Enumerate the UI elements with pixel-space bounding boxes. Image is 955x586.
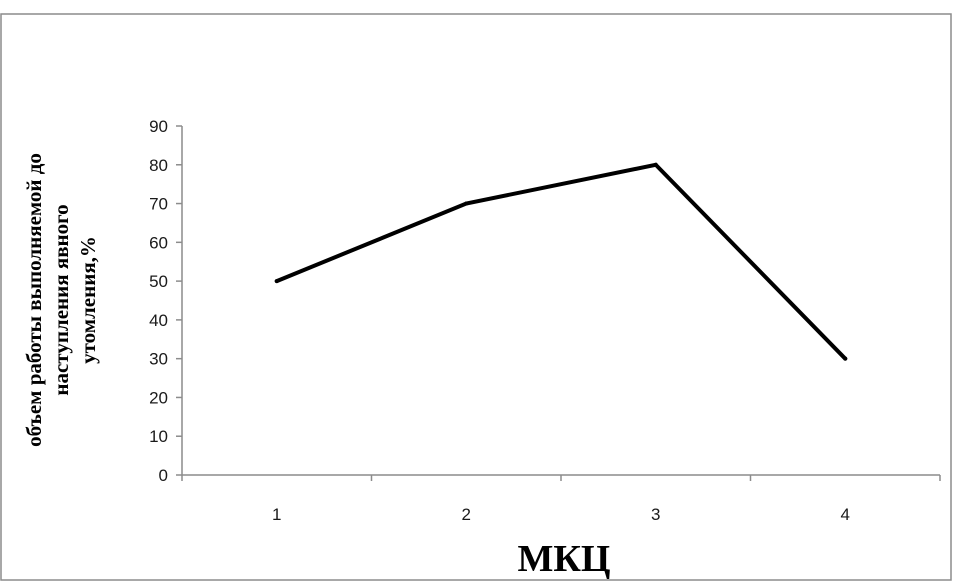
x-tick-label: 2 bbox=[462, 505, 471, 524]
y-tick-label: 0 bbox=[159, 466, 168, 485]
chart-border bbox=[0, 13, 952, 581]
y-tick-label: 20 bbox=[149, 388, 168, 407]
y-tick-label: 90 bbox=[149, 117, 168, 136]
y-axis-title-line-3: утомления,% bbox=[76, 236, 100, 364]
x-tick-label: 3 bbox=[651, 505, 660, 524]
data-point bbox=[843, 356, 848, 361]
y-axis-title-line-1: объем работы выполняемой до bbox=[22, 153, 46, 447]
y-tick-label: 50 bbox=[149, 272, 168, 291]
series-line-1 bbox=[274, 162, 848, 361]
y-tick-label: 60 bbox=[149, 233, 168, 252]
x-axis-title: МКЦ bbox=[518, 538, 611, 580]
y-tick-label: 80 bbox=[149, 156, 168, 175]
x-tick-label: 1 bbox=[272, 505, 281, 524]
y-tick-label: 40 bbox=[149, 311, 168, 330]
data-point bbox=[653, 162, 658, 167]
plot-area: 0 10 20 30 40 50 60 70 80 90 1 2 3 4 bbox=[149, 117, 941, 524]
y-axis-title: объем работы выполняемой до наступления … bbox=[22, 153, 100, 447]
y-tick-label: 70 bbox=[149, 195, 168, 214]
y-axis-title-line-2: наступления явного bbox=[49, 204, 73, 395]
y-tick-label: 10 bbox=[149, 427, 168, 446]
x-tick-label: 4 bbox=[841, 505, 850, 524]
data-point bbox=[274, 279, 279, 284]
data-point bbox=[464, 201, 469, 206]
y-tick-label: 30 bbox=[149, 350, 168, 369]
